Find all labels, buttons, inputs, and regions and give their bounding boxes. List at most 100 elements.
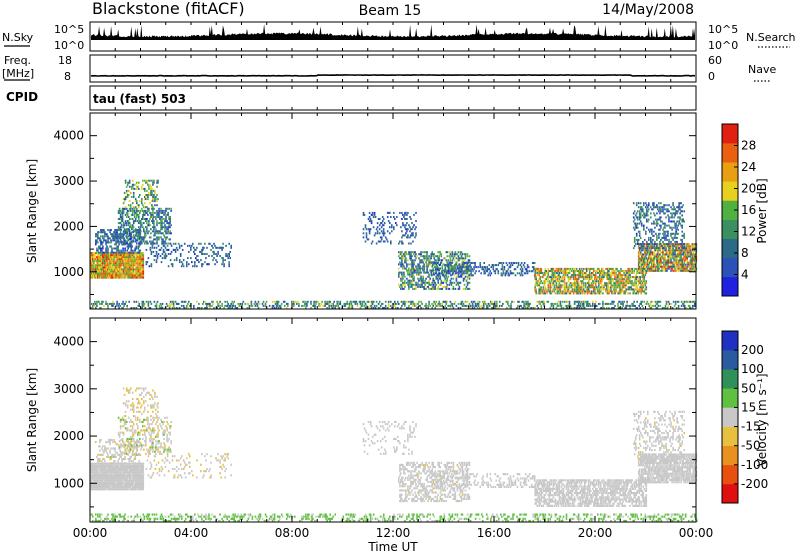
power-cell: [659, 265, 661, 268]
power-cell: [648, 236, 650, 239]
power-cell: [110, 274, 112, 277]
power-cell: [663, 206, 665, 209]
power-cell: [107, 254, 109, 257]
power-cell: [592, 280, 594, 283]
power-cell: [98, 272, 100, 275]
power-cell: [673, 251, 675, 254]
power-cell: [656, 247, 658, 250]
power-cell: [117, 254, 119, 257]
power-cell: [658, 265, 660, 268]
power-cell: [128, 185, 131, 188]
power-cell: [452, 267, 455, 270]
power-cell: [380, 236, 383, 239]
power-cell: [121, 211, 124, 214]
power-cell: [638, 265, 641, 268]
power-cell: [373, 211, 376, 214]
power-cell: [637, 255, 640, 258]
power-cell: [383, 222, 386, 225]
power-cell: [681, 269, 683, 272]
power-cell: [667, 257, 669, 260]
power-cell: [115, 304, 117, 307]
power-cell: [151, 194, 153, 196]
power-cell: [628, 270, 630, 272]
power-cell: [428, 283, 430, 286]
power-cell: [177, 242, 180, 245]
power-cell: [228, 261, 230, 264]
power-cell: [581, 280, 584, 283]
power-cell: [684, 251, 686, 254]
power-cell: [658, 243, 660, 246]
power-cell: [112, 274, 114, 277]
power-cell: [586, 290, 589, 293]
power-cell: [111, 304, 113, 307]
power-cell: [566, 267, 569, 270]
power-cell: [595, 280, 597, 283]
power-cell: [561, 276, 564, 279]
power-cell: [687, 255, 689, 258]
power-cell: [124, 252, 126, 255]
power-cell: [141, 300, 144, 303]
power-cell: [371, 302, 374, 305]
power-cell: [95, 243, 97, 246]
power-cell: [138, 241, 141, 244]
power-cell: [110, 270, 112, 273]
power-cell: [418, 263, 420, 266]
power-cell: [390, 300, 392, 303]
power-cell: [124, 258, 126, 261]
power-cell: [118, 243, 120, 246]
power-cell: [576, 290, 579, 293]
power-cell: [622, 278, 624, 281]
power-cell: [119, 266, 121, 269]
power-cell: [588, 284, 591, 287]
power-cell: [141, 202, 143, 205]
power-cell: [443, 271, 446, 274]
power-cell: [155, 218, 157, 220]
power-cell: [328, 307, 330, 309]
power-cell: [222, 246, 224, 249]
power-cell: [492, 268, 495, 271]
power-cell: [659, 259, 661, 262]
power-cell: [447, 287, 450, 290]
power-cell: [660, 245, 662, 248]
power-cell: [641, 274, 644, 277]
power-cell: [555, 272, 558, 274]
power-cell: [369, 228, 372, 231]
power-cell: [131, 231, 133, 234]
power-cell: [228, 255, 230, 257]
power-cell: [113, 235, 115, 238]
power-cell: [115, 264, 117, 267]
power-cell: [157, 179, 159, 182]
power-cell: [141, 218, 143, 220]
power-cell: [200, 242, 202, 245]
power-cell: [669, 253, 671, 256]
power-cell: [460, 268, 462, 271]
power-cell: [142, 252, 145, 255]
power-cell: [537, 284, 539, 287]
power-cell: [212, 300, 214, 303]
power-cell: [170, 207, 172, 210]
power-cell: [635, 212, 638, 215]
power-cell: [216, 246, 218, 249]
power-cell: [649, 243, 651, 245]
power-cell: [170, 302, 173, 305]
power-cell: [654, 214, 656, 217]
power-cell: [315, 302, 317, 305]
power-cell: [674, 222, 676, 225]
power-cell: [148, 230, 150, 233]
power-cell: [142, 218, 144, 220]
power-cell: [100, 264, 102, 267]
power-cell: [547, 278, 550, 281]
power-cell: [123, 254, 125, 257]
power-cell: [643, 226, 645, 229]
power-cell: [410, 283, 412, 286]
power-cell: [115, 256, 117, 259]
power-cell: [426, 257, 428, 260]
power-cell: [164, 253, 167, 255]
cpid-value: tau (fast) 503: [93, 92, 186, 106]
power-cell: [539, 267, 541, 270]
power-cell: [130, 266, 132, 269]
power-cell: [383, 232, 386, 235]
power-cell: [121, 254, 123, 257]
power-cell: [641, 208, 643, 211]
power-cell: [370, 302, 373, 305]
